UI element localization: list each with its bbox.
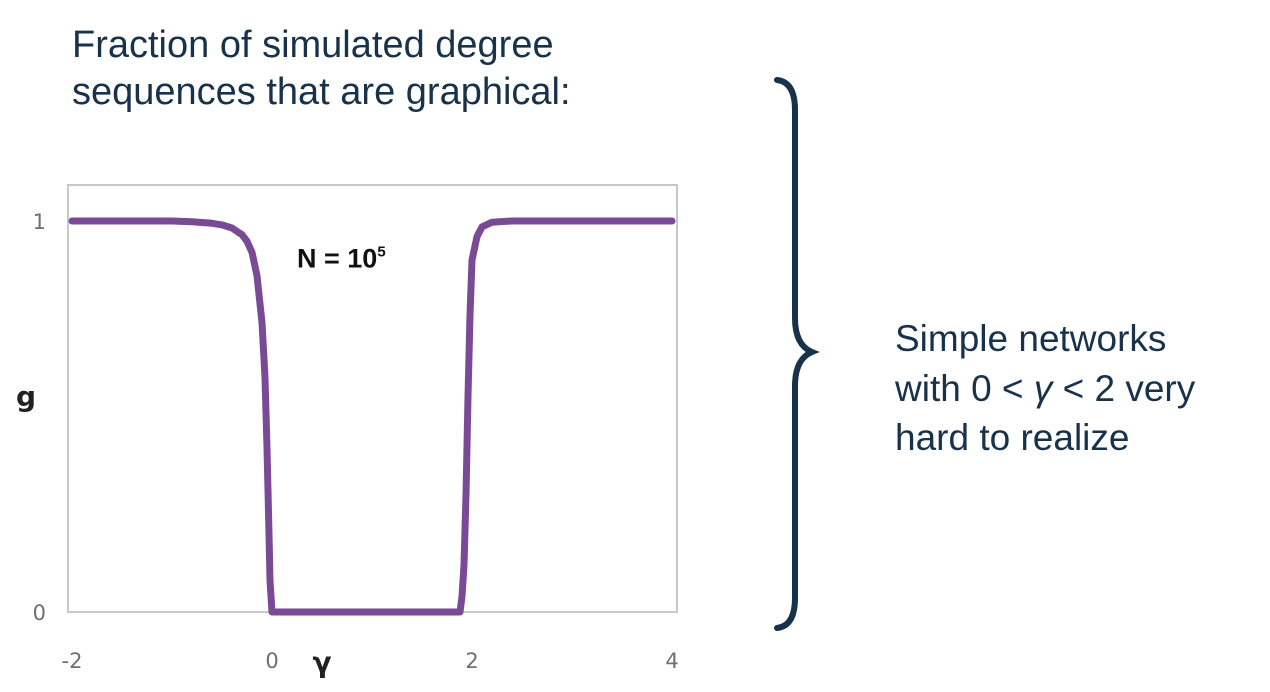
y-axis-ticks: 01: [33, 210, 46, 625]
note-line-3: hard to realize: [895, 417, 1130, 459]
x-axis-label: γ: [312, 646, 331, 679]
series-line: [68, 217, 676, 616]
y-tick-label: 0: [33, 601, 46, 625]
y-tick-label: 1: [33, 210, 46, 234]
note-line-2-pre: with 0 <: [895, 367, 1034, 409]
title-line-1: Fraction of simulated degree: [72, 24, 554, 66]
note-line-2: with 0 < γ < 2 very: [895, 364, 1265, 414]
title-line-2: sequences that are graphical:: [72, 71, 571, 114]
annotation-exponent: 5: [377, 243, 385, 260]
x-tick-label: 0: [265, 649, 278, 673]
note-line-1: Simple networks: [895, 318, 1167, 359]
note-gamma: γ: [1033, 367, 1053, 409]
y-axis-label: g: [16, 380, 36, 413]
chart-annotation: N = 105: [297, 243, 386, 273]
x-tick-label: 2: [465, 649, 478, 673]
note-line-2-post: < 2 very: [1052, 367, 1196, 409]
x-axis-ticks: -2 0 2 4: [62, 649, 679, 673]
x-tick-label: -2: [62, 649, 83, 673]
x-tick-label: 4: [665, 649, 678, 673]
curly-brace: [774, 77, 820, 631]
annotation-base: N = 10: [297, 243, 377, 273]
chart-title: Fraction of simulated degree sequences t…: [72, 22, 772, 116]
side-note: Simple networks with 0 < γ < 2 very hard…: [895, 314, 1265, 463]
